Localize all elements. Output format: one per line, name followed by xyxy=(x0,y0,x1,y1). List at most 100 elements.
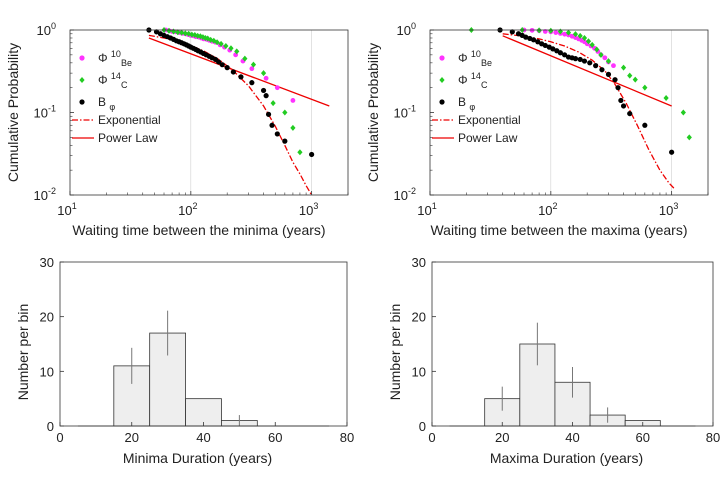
phi_c-point xyxy=(598,51,604,58)
x-tick-label: 103 xyxy=(659,201,678,218)
phi_be-point xyxy=(602,55,608,61)
phi_c-point xyxy=(234,48,240,55)
b_phi-point xyxy=(669,149,675,155)
b_phi-point xyxy=(561,52,568,58)
b_phi-legend-marker xyxy=(79,99,85,105)
b_phi-point xyxy=(605,71,612,77)
b_phi-point xyxy=(224,65,230,71)
phi_c-point xyxy=(565,29,572,36)
x-axis-label: Maxima Duration (years) xyxy=(490,450,643,466)
phi_be-legend-label: Φ 10Be xyxy=(458,49,492,68)
phi_c-legend-marker xyxy=(79,77,85,83)
b_phi-point xyxy=(530,37,537,43)
phi_c-point xyxy=(589,41,595,48)
phi_c-point xyxy=(572,31,579,38)
b_phi-point xyxy=(542,42,548,49)
b_phi-point xyxy=(535,39,541,45)
phi_c-point xyxy=(290,124,296,131)
b_phi-point xyxy=(620,103,627,109)
x-tick-label: 103 xyxy=(299,201,318,218)
phi_c-point xyxy=(189,31,195,38)
b_phi-point xyxy=(618,97,624,104)
x-axis-label: Waiting time between the minima (years) xyxy=(72,222,325,238)
b_phi-legend-marker xyxy=(439,99,445,105)
b_phi-point xyxy=(593,63,599,69)
y-tick-label: 20 xyxy=(40,310,54,325)
b_phi-point xyxy=(557,50,563,56)
b_phi-point xyxy=(642,122,648,128)
x-axis-label: Minima Duration (years) xyxy=(123,450,272,466)
y-axis-label: Cumulative Probability xyxy=(5,43,21,182)
x-tick-label: 101 xyxy=(417,201,436,218)
phi_c-point xyxy=(594,46,600,53)
power-law-legend-label: Power Law xyxy=(458,131,518,145)
b_phi-point xyxy=(274,131,280,137)
b_phi-point xyxy=(219,62,225,68)
y-tick-label: 100 xyxy=(37,21,56,38)
y-tick-label: 30 xyxy=(412,255,426,270)
b_phi-legend-label: B φ xyxy=(458,95,475,112)
phi_c-point xyxy=(548,27,554,34)
phi_c-point xyxy=(585,38,592,45)
y-tick-label: 10-2 xyxy=(394,186,416,203)
phi_c-point xyxy=(605,58,612,65)
phi_c-point xyxy=(620,64,627,71)
phi_c-point xyxy=(166,27,172,34)
b_phi-point xyxy=(627,110,633,117)
phi_c-point xyxy=(627,72,633,79)
b_phi-point xyxy=(238,74,244,80)
phi_be-point xyxy=(263,75,269,81)
x-tick-label: 102 xyxy=(538,201,557,218)
phi_c-point xyxy=(270,100,276,107)
x-tick-label: 60 xyxy=(636,430,650,445)
y-tick-label: 30 xyxy=(40,255,54,270)
b_phi-point xyxy=(230,69,236,75)
x-tick-label: 20 xyxy=(125,430,139,445)
y-tick-label: 10-2 xyxy=(34,186,56,203)
b_phi-point xyxy=(509,29,515,35)
minima-duration-chart: 0 20 40 60 80 0 10 20 30 Minima Duration (years) N… xyxy=(15,255,354,466)
b_phi-point xyxy=(269,122,275,128)
b_phi-point xyxy=(581,58,588,64)
power-law-legend-label: Power Law xyxy=(98,131,158,145)
x-tick-label: 40 xyxy=(565,430,579,445)
b_phi-point xyxy=(587,60,593,66)
phi_c-point xyxy=(632,76,638,83)
b_phi-legend-label: B φ xyxy=(98,95,115,112)
b_phi-point xyxy=(612,77,618,83)
histogram-bar xyxy=(185,398,222,427)
phi_c-legend-label: Φ 14C xyxy=(458,71,488,90)
y-axis-label: Number per bin xyxy=(15,304,31,401)
phi_c-point xyxy=(214,39,220,46)
phi_c-point xyxy=(686,134,692,141)
exponential-fit-line xyxy=(502,33,675,189)
phi_c-point xyxy=(228,45,234,52)
x-tick-label: 40 xyxy=(196,430,210,445)
power_law-fit-line xyxy=(148,37,330,107)
phi_c-point xyxy=(642,84,648,91)
y-tick-label: 10-1 xyxy=(394,104,416,121)
y-tick-label: 0 xyxy=(419,419,426,434)
phi_be-point xyxy=(274,85,280,91)
x-tick-label: 80 xyxy=(706,430,720,445)
phi_c-point xyxy=(175,29,181,36)
b_phi-point xyxy=(309,151,315,158)
y-tick-label: 10-1 xyxy=(34,104,56,121)
x-tick-label: 101 xyxy=(57,201,76,218)
phi_c-point xyxy=(663,94,669,101)
phi_be-point xyxy=(249,66,255,72)
b_phi-point xyxy=(599,67,605,73)
phi_be-legend-marker xyxy=(79,55,85,61)
phi_c-point xyxy=(282,109,288,116)
phi_c-legend-label: Φ 14C xyxy=(98,71,128,90)
exponential-fit-line xyxy=(148,34,313,196)
phi_c-point xyxy=(581,34,588,41)
phi_c-point xyxy=(680,109,686,116)
b_phi-point xyxy=(260,87,267,94)
y-tick-label: 20 xyxy=(412,310,426,325)
phi_c-point xyxy=(297,149,303,156)
phi_c-point xyxy=(223,42,229,49)
